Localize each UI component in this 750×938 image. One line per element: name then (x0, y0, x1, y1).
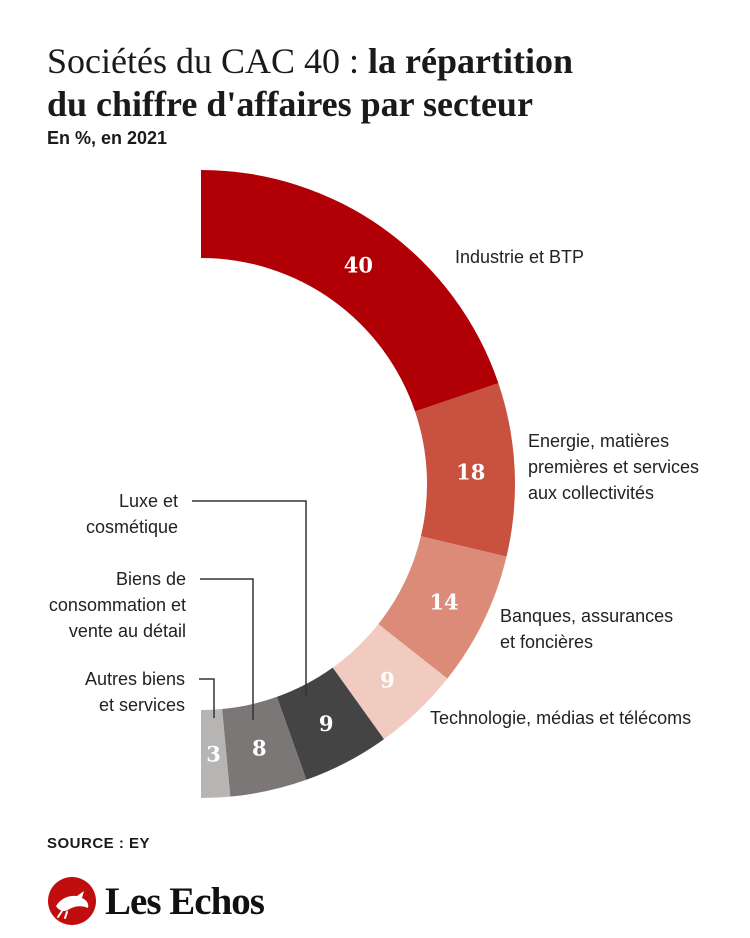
les-echos-rooster-logo-icon (48, 877, 96, 925)
slice-category-label: Energie, matières premières et services au… (528, 431, 699, 503)
brand-name: Les Echos (105, 879, 265, 923)
slice-value-label: 9 (380, 667, 395, 692)
slice-category-label: Luxe et cosmétique (86, 491, 178, 537)
slice-value-label: 3 (206, 742, 221, 767)
slice-category-label: Industrie et BTP (455, 247, 584, 267)
slice-value-label: 9 (319, 711, 334, 736)
leader-line (199, 678, 215, 718)
slice-value-label: 8 (252, 736, 267, 761)
slice-category-label: Autres biens et services (85, 669, 185, 715)
slice-category-label: Biens de consommation et vente au détail (49, 569, 186, 641)
slice-value-label: 18 (456, 459, 485, 484)
slice-0 (201, 170, 499, 412)
title-bold-line1: la répartition (368, 41, 573, 81)
slice-value-label: 14 (429, 590, 458, 615)
leader-line (200, 578, 254, 720)
slice-value-label: 40 (344, 253, 373, 278)
leader-line (192, 500, 307, 697)
slice-2 (378, 536, 507, 679)
slice-category-label: Technologie, médias et télécoms (430, 708, 691, 728)
chart-subtitle: En %, en 2021 (47, 128, 168, 148)
slice-category-label: Banques, assurances et foncières (500, 606, 673, 652)
title-bold-line2: du chiffre d'affaires par secteur (47, 84, 533, 124)
half-donut-chart: 40 Industrie et BTP 18 Energie, matières pre… (49, 170, 699, 799)
source-note: SOURCE : EY (47, 835, 151, 852)
slice-3 (332, 624, 448, 740)
slice-5 (222, 696, 307, 797)
brand-logo: Les Echos (47, 876, 265, 926)
slice-6 (201, 709, 231, 799)
slice-1 (415, 383, 515, 557)
title-light: Sociétés du CAC 40 : (47, 41, 368, 81)
chart-title: Sociétés du CAC 40 : la répartition du ch… (47, 40, 727, 126)
slice-4 (276, 667, 384, 780)
